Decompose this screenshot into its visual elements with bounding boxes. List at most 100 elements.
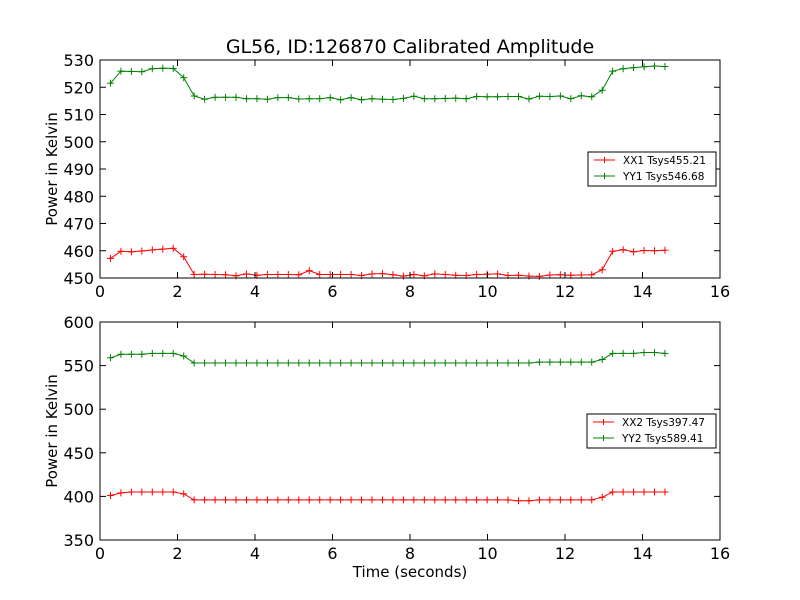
- bottom-data-point-yy2: [106, 354, 114, 362]
- bottom-data-point-xx2: [640, 488, 648, 496]
- top-data-point-yy1: [148, 65, 156, 73]
- bottom-data-point-yy2: [619, 349, 627, 357]
- bottom-data-point-yy2: [546, 358, 554, 366]
- bottom-data-point-xx2: [274, 496, 282, 504]
- bottom-data-point-yy2: [410, 359, 418, 367]
- bottom-data-point-xx2: [378, 496, 386, 504]
- top-data-point-xx1: [337, 270, 345, 278]
- top-data-point-xx1: [148, 246, 156, 254]
- bottom-data-point-yy2: [515, 359, 522, 367]
- bottom-data-point-yy2: [504, 359, 512, 367]
- bottom-y-tick-label: 450: [63, 444, 94, 463]
- top-y-tick-label: 460: [63, 242, 94, 261]
- bottom-data-point-xx2: [525, 497, 533, 505]
- bottom-data-point-xx2: [295, 496, 303, 504]
- top-data-point-yy1: [494, 93, 502, 101]
- chart-title: GL56, ID:126870 Calibrated Amplitude: [226, 36, 594, 58]
- bottom-y-tick-label: 600: [63, 313, 94, 332]
- bottom-data-point-yy2: [473, 359, 481, 367]
- top-data-point-xx1: [431, 270, 439, 278]
- bottom-data-point-xx2: [609, 488, 617, 496]
- bottom-data-point-xx2: [138, 488, 146, 496]
- bottom-data-point-yy2: [253, 359, 261, 367]
- bottom-x-tick-label: 4: [250, 544, 260, 563]
- bottom-data-point-xx2: [661, 488, 669, 496]
- top-data-point-yy1: [284, 94, 292, 102]
- top-x-tick-label: 14: [632, 282, 652, 301]
- top-legend-label-xx1: XX1 Tsys455.21: [623, 155, 706, 167]
- bottom-data-point-yy2: [295, 359, 303, 367]
- bottom-data-point-xx2: [651, 488, 659, 496]
- bottom-data-point-yy2: [159, 349, 167, 357]
- top-series-layer: [106, 62, 669, 280]
- bottom-data-point-xx2: [515, 497, 522, 505]
- bottom-data-point-xx2: [452, 496, 460, 504]
- top-data-point-yy1: [358, 96, 366, 104]
- top-data-point-yy1: [515, 93, 522, 101]
- top-data-point-xx1: [295, 271, 303, 279]
- top-y-tick-label: 500: [63, 133, 94, 152]
- top-data-point-yy1: [159, 64, 167, 72]
- top-data-point-xx1: [661, 246, 669, 254]
- bottom-legend-label-xx2: XX2 Tsys397.47: [622, 417, 705, 429]
- top-data-point-xx1: [180, 253, 188, 261]
- top-x-tick-label: 16: [710, 282, 730, 301]
- bottom-data-point-xx2: [598, 493, 606, 501]
- top-data-point-xx1: [640, 246, 648, 254]
- top-data-point-xx1: [169, 244, 177, 252]
- top-y-tick-label: 480: [63, 187, 94, 206]
- bottom-data-point-yy2: [263, 359, 271, 367]
- top-data-point-yy1: [640, 63, 648, 71]
- bottom-data-point-yy2: [274, 359, 282, 367]
- bottom-y-tick-label: 550: [63, 357, 94, 376]
- bottom-data-point-yy2: [609, 349, 617, 357]
- bottom-data-point-xx2: [546, 496, 554, 504]
- top-data-point-xx1: [316, 270, 324, 278]
- bottom-legend-entry-yy2: YY2 Tsys589.41: [593, 433, 703, 445]
- top-data-point-yy1: [535, 92, 543, 100]
- top-data-point-yy1: [127, 67, 135, 75]
- top-data-point-xx1: [284, 270, 292, 278]
- bottom-data-point-xx2: [368, 496, 376, 504]
- bottom-data-point-yy2: [640, 349, 648, 357]
- bottom-data-point-xx2: [473, 496, 481, 504]
- top-legend-entry-yy1: YY1 Tsys546.68: [594, 171, 704, 183]
- bottom-data-point-xx2: [190, 496, 198, 504]
- bottom-data-point-xx2: [535, 496, 543, 504]
- top-data-point-yy1: [222, 93, 230, 101]
- top-data-point-xx1: [473, 270, 481, 278]
- bottom-legend: XX2 Tsys397.47 YY2 Tsys589.41: [586, 413, 717, 449]
- bottom-x-tick-label: 0: [95, 544, 105, 563]
- bottom-data-point-xx2: [305, 496, 313, 504]
- bottom-legend-box: [586, 413, 717, 449]
- bottom-y-tick-label: 350: [63, 531, 94, 550]
- top-y-ticks: 450 460 470 480 490 500 510 520 530: [63, 51, 720, 288]
- bottom-data-point-yy2: [368, 359, 376, 367]
- top-data-point-xx1: [305, 267, 313, 275]
- top-data-point-yy1: [190, 92, 198, 100]
- top-data-point-yy1: [556, 92, 564, 100]
- bottom-data-point-yy2: [556, 358, 564, 366]
- bottom-data-point-xx2: [253, 496, 261, 504]
- top-data-point-yy1: [546, 93, 554, 101]
- top-data-point-yy1: [525, 95, 533, 103]
- top-x-tick-label: 8: [405, 282, 415, 301]
- bottom-data-point-xx2: [284, 496, 292, 504]
- bottom-data-point-xx2: [347, 496, 355, 504]
- bottom-data-point-yy2: [347, 359, 355, 367]
- bottom-data-point-xx2: [337, 496, 345, 504]
- top-y-tick-label: 510: [63, 106, 94, 125]
- bottom-data-point-yy2: [211, 359, 219, 367]
- top-data-point-xx1: [588, 271, 596, 279]
- top-data-point-yy1: [232, 93, 240, 101]
- top-data-point-xx1: [242, 270, 250, 278]
- top-data-point-yy1: [431, 95, 439, 103]
- bottom-data-point-yy2: [148, 349, 156, 357]
- top-data-point-yy1: [577, 92, 585, 100]
- top-data-point-yy1: [473, 93, 481, 101]
- bottom-data-point-yy2: [284, 359, 292, 367]
- top-data-point-xx1: [117, 247, 125, 255]
- bottom-data-point-yy2: [138, 350, 146, 358]
- bottom-data-point-yy2: [190, 359, 198, 367]
